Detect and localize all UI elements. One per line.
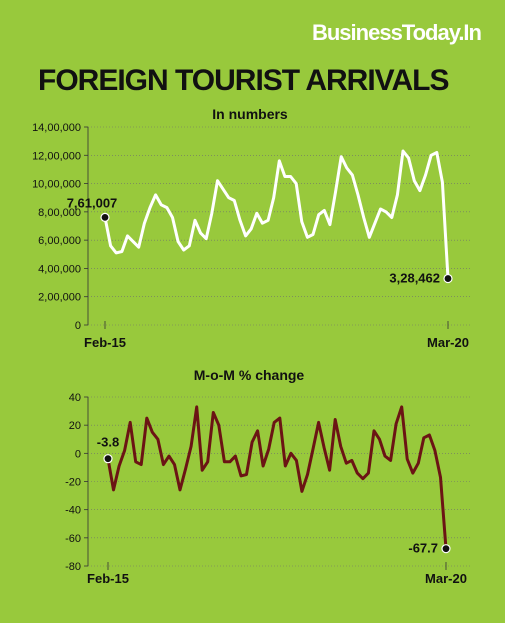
arrivals-marker-last bbox=[443, 273, 453, 284]
mom-xtick-label-last: Mar-20 bbox=[425, 571, 467, 586]
mom-ytick-label: -40 bbox=[65, 505, 81, 517]
arrivals-ytick-label: 4,00,000 bbox=[38, 263, 81, 275]
mom-ytick-label: 0 bbox=[75, 448, 81, 460]
mom-series-line bbox=[106, 405, 448, 551]
mom-xtick-label-first: Feb-15 bbox=[87, 571, 129, 586]
mom-marker-last bbox=[441, 544, 451, 554]
mom-ytick-label: -60 bbox=[65, 533, 81, 545]
mom-data-label-last: -67.7 bbox=[408, 541, 438, 556]
mom-ytick-label: 20 bbox=[69, 420, 81, 432]
mom-ytick-label: 40 bbox=[69, 392, 81, 404]
mom-ytick-label: -80 bbox=[65, 561, 81, 573]
arrivals-xtick-label-last: Mar-20 bbox=[427, 335, 469, 350]
arrivals-ytick-label: 12,00,000 bbox=[32, 150, 81, 162]
arrivals-ytick-label: 14,00,000 bbox=[32, 122, 81, 134]
page-title: FOREIGN TOURIST ARRIVALS bbox=[38, 64, 449, 97]
mom-ytick-label: -20 bbox=[65, 477, 81, 489]
arrivals-subtitle: In numbers bbox=[212, 106, 288, 122]
arrivals-ytick-label: 8,00,000 bbox=[38, 207, 81, 219]
mom-marker-first bbox=[103, 454, 113, 464]
arrivals-series-line bbox=[103, 149, 450, 280]
arrivals-marker-first bbox=[100, 212, 110, 222]
arrivals-ytick-label: 6,00,000 bbox=[38, 235, 81, 247]
mom-subtitle: M-o-M % change bbox=[194, 367, 305, 383]
brand-logo: BusinessToday.In bbox=[311, 20, 482, 45]
arrivals-data-label-first: 7,61,007 bbox=[67, 195, 118, 210]
mom-data-label-first: -3.8 bbox=[97, 435, 119, 450]
arrivals-ytick-label: 2,00,000 bbox=[38, 292, 81, 304]
arrivals-ytick-label: 0 bbox=[75, 320, 81, 332]
arrivals-data-label-last: 3,28,462 bbox=[389, 271, 440, 286]
arrivals-xtick-label-first: Feb-15 bbox=[84, 335, 126, 350]
arrivals-ytick-label: 10,00,000 bbox=[32, 179, 81, 191]
